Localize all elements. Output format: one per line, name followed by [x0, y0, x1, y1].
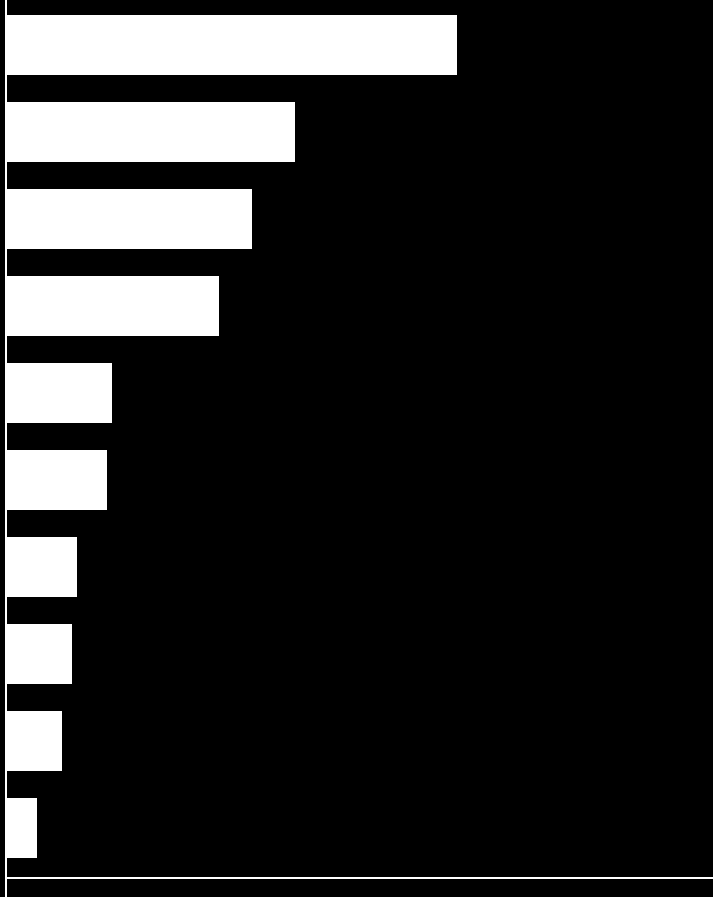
bar-6 [7, 537, 77, 597]
bar-4 [7, 363, 112, 423]
x-axis-line [5, 877, 713, 879]
bar-5 [7, 450, 107, 510]
bar-2 [7, 189, 252, 249]
bar-3 [7, 276, 219, 336]
bar-8 [7, 711, 62, 771]
bar-9 [7, 798, 37, 858]
bar-7 [7, 624, 72, 684]
bar-0 [7, 15, 457, 75]
bar-1 [7, 102, 295, 162]
bar-chart [0, 0, 713, 897]
